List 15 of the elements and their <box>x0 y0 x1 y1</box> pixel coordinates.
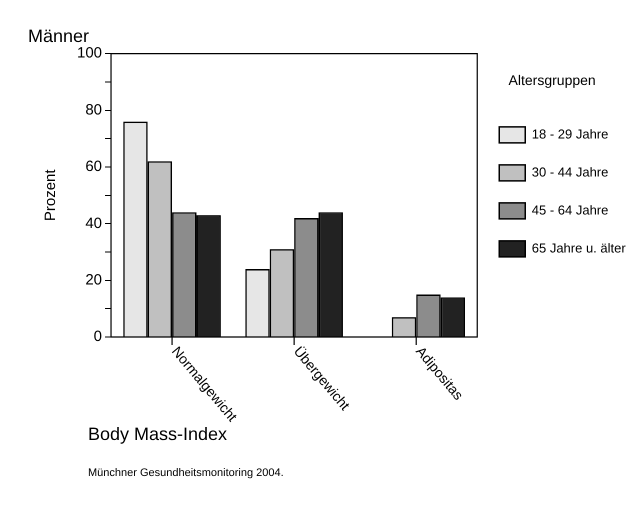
legend-label: 65 Jahre u. älter <box>532 240 626 256</box>
y-tick-label: 80 <box>85 101 102 118</box>
x-axis-title: Body Mass-Index <box>88 424 228 444</box>
y-axis-title: Prozent <box>42 168 60 222</box>
y-tick-label: 40 <box>85 214 102 232</box>
legend-label: 45 - 64 Jahre <box>532 202 608 218</box>
y-tick-label: 20 <box>85 271 102 288</box>
y-tick-label: 100 <box>76 44 102 62</box>
y-tick-label: 0 <box>94 328 102 346</box>
legend-label: 30 - 44 Jahre <box>532 164 608 180</box>
legend-title: Altersgruppen <box>508 72 596 88</box>
chart-title: Männer <box>28 26 90 46</box>
y-tick-label: 60 <box>85 158 102 176</box>
legend-label: 18 - 29 Jahre <box>532 126 608 142</box>
text: Münchner Gesundheitsmonitoring 2004. <box>88 467 284 479</box>
